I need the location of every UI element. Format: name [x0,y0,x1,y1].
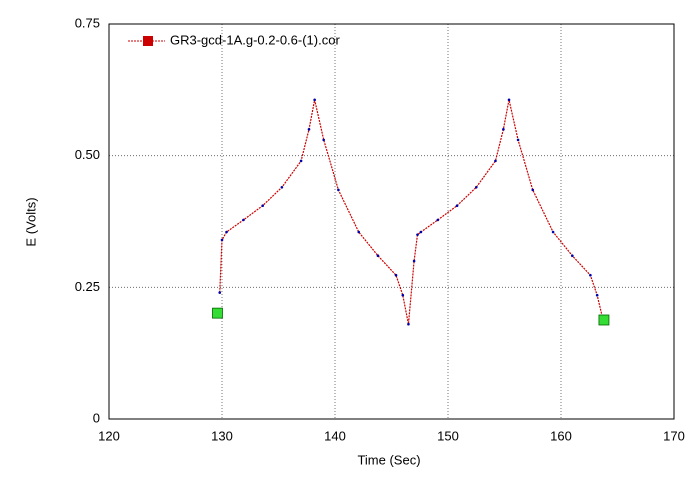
data-point [307,128,311,131]
data-point [474,185,478,189]
data-point [516,138,520,142]
data-point [551,230,555,234]
data-point [280,185,284,189]
data-point [412,259,416,263]
data-point [261,204,264,207]
data-point [376,254,380,258]
x-tick-label: 130 [211,428,233,443]
legend-label: GR3-gcd-1A.g-0.2-0.6-(1).cor [170,32,340,47]
data-point [313,98,316,102]
data-point [322,138,326,142]
x-tick-label: 140 [324,428,346,443]
data-point [507,98,511,102]
x-tick-label: 120 [98,428,120,443]
data-point [357,230,361,234]
data-point [531,188,535,192]
plot-frame [108,23,675,420]
data-point [502,128,505,131]
data-point [407,322,410,326]
data-point [225,230,228,234]
data-point [436,218,440,222]
x-tick-label: 160 [550,428,572,443]
data-point [419,230,423,234]
data-point [242,218,245,222]
data-point [218,291,222,294]
y-tick-label: 0.75 [75,15,100,30]
y-tick-label: 0.25 [75,279,100,294]
x-axis-label: Time (Sec) [357,452,420,467]
data-point [394,273,398,277]
y-tick-label: 0.50 [75,147,100,162]
x-tick-label: 170 [663,428,685,443]
data-point [337,188,340,192]
y-axis-label: E (Volts) [23,197,38,246]
data-point [299,159,303,163]
data-line [219,99,604,325]
data-point [595,293,599,297]
data-point [220,238,224,242]
data-point [401,293,405,297]
data-point [589,273,592,277]
endpoint-marker [212,307,223,319]
data-point [494,159,497,163]
data-point [416,233,419,236]
endpoint-marker [598,314,610,326]
y-tick-label: 0 [93,410,100,425]
data-point [455,204,459,207]
legend-marker [143,36,153,46]
data-point [571,254,574,258]
x-tick-label: 150 [437,428,459,443]
